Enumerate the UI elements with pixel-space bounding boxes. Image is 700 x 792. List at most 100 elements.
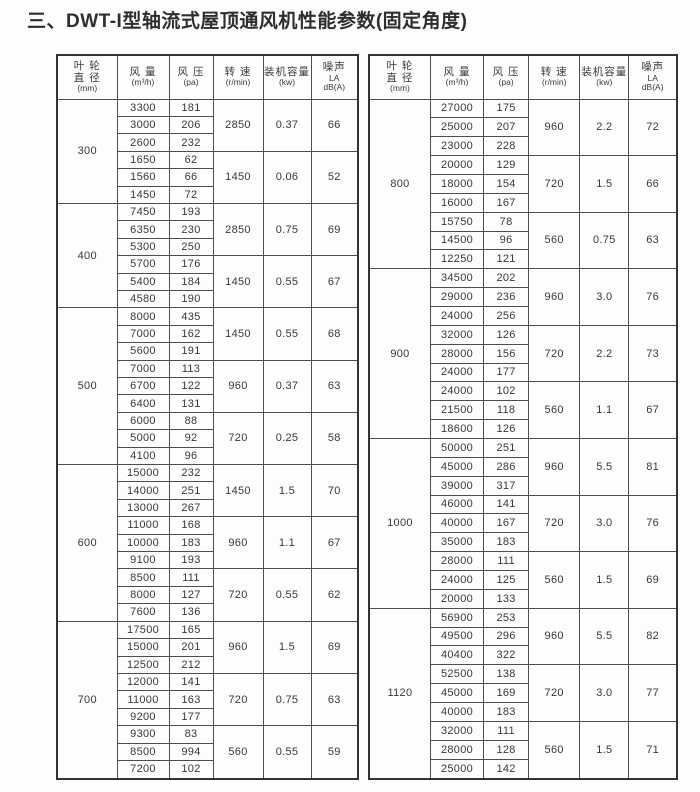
cell-speed: 1450 (212, 150, 264, 204)
header-noise-line: 噪声 (641, 61, 665, 74)
cell-airflow: 15000 (116, 638, 170, 657)
cell-pressure: 131 (168, 394, 214, 413)
cell-noise: 66 (310, 98, 359, 152)
cell-noise: 67 (310, 255, 359, 309)
cell-pressure: 129 (483, 155, 530, 175)
header-pressure-line: (pa) (183, 77, 199, 88)
cell-noise: 63 (310, 672, 359, 727)
table-row: 8500 994 (57, 742, 358, 761)
cell-noise: 63 (628, 211, 678, 270)
cell-airflow: 14000 (116, 481, 170, 500)
cell-pressure: 177 (483, 362, 530, 383)
cell-capacity: 1.5 (262, 620, 312, 674)
cell-speed: 720 (212, 568, 264, 622)
cell-noise: 69 (628, 551, 678, 609)
table-row: 20000 129 720 1.5 66 (369, 155, 678, 213)
cell-diameter: 400 (56, 202, 118, 309)
cell-airflow: 40400 (429, 645, 485, 666)
cell-airflow: 25000 (429, 758, 485, 780)
table-row: 49500 296 (369, 626, 677, 647)
cell-airflow: 34500 (429, 268, 485, 289)
cell-airflow: 7600 (116, 603, 170, 622)
cell-noise: 73 (628, 324, 678, 383)
table-row: 9300 83 560 0.55 59 (57, 725, 359, 780)
header-pressure: 风 压 (pa) (483, 54, 530, 100)
cell-airflow: 20000 (429, 155, 485, 175)
table-row: 400 7450 193 2850 0.75 69 (56, 202, 359, 309)
cell-pressure: 88 (168, 411, 214, 431)
table-row: 13000 267 (57, 498, 358, 518)
cell-pressure: 202 (483, 268, 530, 289)
cell-airflow: 1650 (116, 150, 170, 170)
cell-airflow: 7200 (116, 759, 170, 780)
cell-pressure: 113 (168, 359, 214, 379)
table-row: 14500 96 (369, 230, 677, 251)
cell-airflow: 1450 (116, 185, 170, 204)
cell-capacity: 3.0 (579, 664, 630, 722)
cell-pressure: 141 (483, 494, 530, 515)
cell-pressure: 181 (168, 98, 214, 117)
cell-airflow: 21500 (429, 400, 485, 421)
table-row: 15000 201 (57, 638, 358, 657)
table-row: 18600 126 (369, 419, 677, 439)
header-diameter-line: 叶 轮 (386, 60, 414, 73)
performance-table-left: 叶 轮直 径 (mm) 风 量 (m³/h) 风 压 (pa) 转 速 (r/min) 装机容量… (56, 54, 359, 780)
cell-capacity: 2.2 (579, 324, 630, 383)
table-row: 28000 111 560 1.5 69 (369, 551, 678, 609)
cell-airflow: 24000 (429, 569, 485, 590)
cell-capacity: 1.1 (262, 516, 312, 570)
cell-airflow: 45000 (429, 683, 485, 703)
cell-noise: 66 (628, 155, 678, 213)
cell-airflow: 1560 (116, 168, 170, 187)
cell-pressure: 141 (168, 672, 214, 692)
table-row: 32000 126 720 2.2 73 (369, 324, 678, 383)
cell-airflow: 23000 (429, 136, 485, 157)
header-row: 叶 轮直 径 (mm) 风 量 (m³/h) 风 压 (pa) 转 速 (r/min) 装机容量… (56, 54, 359, 100)
cell-airflow: 9100 (116, 551, 170, 570)
cell-airflow: 7000 (116, 324, 170, 344)
cell-noise: 82 (628, 607, 678, 666)
cell-pressure: 256 (483, 305, 530, 326)
table-row: 32000 111 560 1.5 71 (369, 720, 678, 780)
cell-pressure: 250 (168, 237, 214, 257)
cell-pressure: 183 (168, 533, 214, 553)
cell-speed: 720 (528, 155, 581, 213)
table-row: 14000 251 (57, 481, 358, 500)
cell-speed: 2850 (212, 98, 264, 152)
header-speed-line: 转 速 (224, 66, 252, 79)
cell-noise: 70 (310, 464, 359, 518)
cell-pressure: 201 (168, 638, 214, 657)
table-row: 52500 138 720 3.0 77 (369, 664, 678, 722)
cell-pressure: 296 (483, 626, 530, 647)
cell-airflow: 40000 (429, 702, 485, 722)
cell-airflow: 28000 (429, 739, 485, 760)
cell-capacity: 1.5 (579, 155, 630, 213)
header-capacity-line: 装机容量 (581, 66, 628, 79)
cell-airflow: 11000 (116, 516, 170, 535)
cell-pressure: 190 (168, 289, 214, 309)
cell-pressure: 111 (483, 551, 530, 571)
cell-capacity: 1.5 (579, 551, 630, 609)
table-row: 5700 176 1450 0.55 67 (57, 255, 359, 309)
cell-pressure: 184 (168, 272, 214, 291)
cell-airflow: 29000 (429, 287, 485, 307)
cell-airflow: 5000 (116, 429, 170, 448)
cell-pressure: 175 (483, 98, 530, 119)
cell-airflow: 17500 (116, 620, 170, 640)
cell-capacity: 0.25 (262, 411, 312, 466)
cell-airflow: 13000 (116, 498, 170, 518)
cell-airflow: 50000 (429, 437, 485, 458)
header-capacity-line: 装机容量 (264, 66, 310, 79)
cell-pressure: 230 (168, 220, 214, 239)
cell-noise: 69 (310, 202, 359, 257)
header-noise-line: 噪声 (322, 61, 346, 74)
cell-pressure: 167 (483, 192, 530, 213)
table-row: 7000 113 960 0.37 63 (57, 359, 359, 413)
table-row: 4100 96 (57, 446, 358, 466)
cell-airflow: 8500 (116, 568, 170, 587)
cell-speed: 960 (528, 437, 581, 496)
cell-pressure: 154 (483, 173, 530, 194)
table-row: 23000 228 (369, 136, 677, 157)
cell-capacity: 1.5 (579, 720, 630, 780)
cell-pressure: 96 (483, 230, 530, 251)
